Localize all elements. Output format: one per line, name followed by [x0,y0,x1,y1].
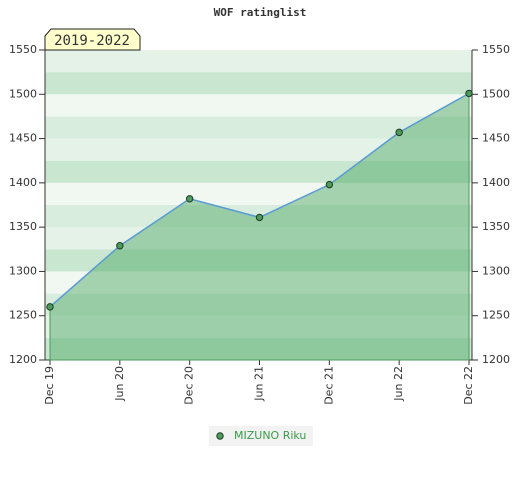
band [45,315,472,338]
annotation-box [44,28,141,51]
band [45,138,472,161]
chart-title: WOF ratinglist [214,6,307,19]
y2-tick-label: 1550 [482,43,510,56]
x-tick-label: Jun 20 [113,366,126,402]
y2-tick-label: 1200 [482,353,510,366]
band [45,227,472,250]
y-tick-label: 1300 [9,264,37,277]
y2-tick-label: 1300 [482,264,510,277]
x-tick-label: Jun 21 [253,366,266,402]
x-tick-label: Dec 19 [43,366,56,405]
legend [209,426,313,446]
y2-tick-label: 1400 [482,176,510,189]
band [45,249,472,272]
x-tick-label: Dec 20 [183,366,196,405]
point [46,303,54,311]
y-tick-label: 1250 [9,309,37,322]
point [185,195,194,203]
point [325,180,334,189]
point [255,213,264,222]
band [45,72,472,95]
y-tick-label: 1550 [9,43,37,56]
point [465,89,473,98]
band [45,94,472,117]
band [45,116,472,139]
x-tick-label: Dec 22 [462,366,475,405]
annotation: 2019-2022 [54,33,130,49]
y-tick-label: 1350 [9,220,37,233]
y-tick-label: 1200 [9,353,37,366]
legend-marker [216,432,224,440]
y-tick-label: 1500 [9,87,37,100]
x-tick-label: Dec 21 [322,366,335,405]
x-tick-label: Jun 22 [392,366,405,402]
band [45,293,472,316]
point [116,242,124,250]
y-tick-label: 1450 [9,132,37,145]
band [45,182,472,205]
band [45,160,472,183]
band [45,337,472,360]
band [45,50,472,73]
y-tick-label: 1400 [9,176,37,189]
band [45,271,472,294]
y2-tick-label: 1500 [482,87,510,100]
y2-tick-label: 1250 [482,309,510,322]
y2-tick-label: 1350 [482,220,510,233]
point [395,128,403,137]
legend-label: MIZUNO Riku [234,429,306,442]
y2-tick-label: 1450 [482,132,510,145]
